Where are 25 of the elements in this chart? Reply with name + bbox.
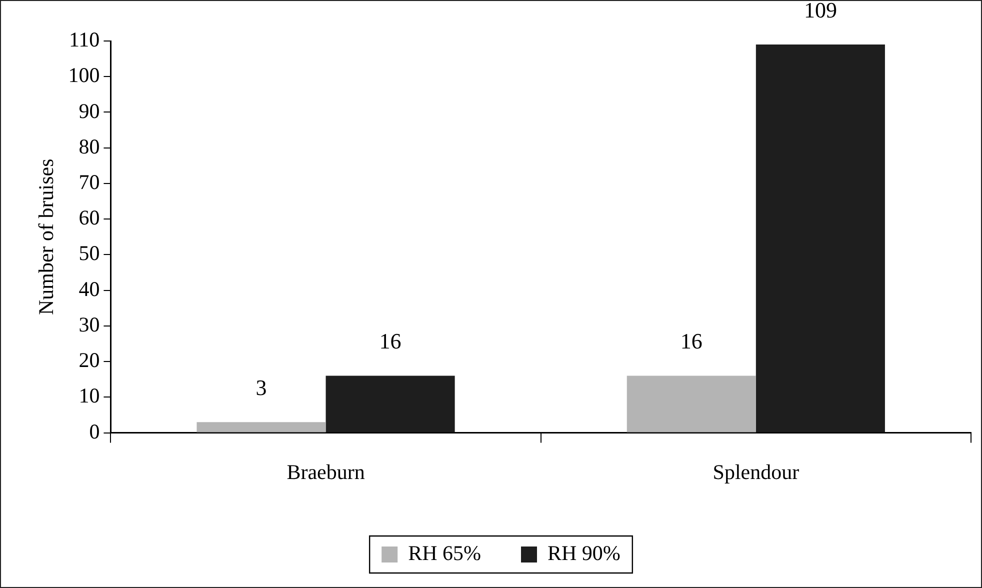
x-tick-label: Braeburn [286, 460, 366, 484]
data-label: 109 [804, 0, 837, 22]
bar [326, 376, 455, 432]
y-tick-label: 20 [78, 348, 100, 372]
legend-label: RH 90% [548, 541, 620, 566]
y-tick-label: 100 [68, 63, 100, 88]
y-tick-label: 90 [78, 98, 100, 123]
y-tick-label: 0 [89, 419, 100, 444]
bar [196, 422, 326, 432]
x-tick-label: Splendour [712, 460, 800, 484]
bar [756, 44, 885, 432]
y-tick-label: 70 [78, 170, 100, 194]
y-tick-label: 40 [78, 276, 100, 301]
y-tick-label: 10 [78, 384, 100, 408]
y-tick-label: 80 [78, 134, 100, 158]
y-tick-label: 50 [78, 241, 100, 266]
y-tick-label: 110 [68, 28, 100, 52]
data-label: 3 [256, 374, 267, 400]
data-label: 16 [680, 328, 702, 354]
bar [626, 376, 756, 432]
y-axis-title: Number of bruises [34, 158, 58, 316]
legend-label: RH 65% [408, 541, 482, 566]
data-label: 16 [379, 328, 402, 354]
y-tick-label: 30 [78, 312, 100, 336]
y-tick-label: 60 [78, 206, 100, 230]
